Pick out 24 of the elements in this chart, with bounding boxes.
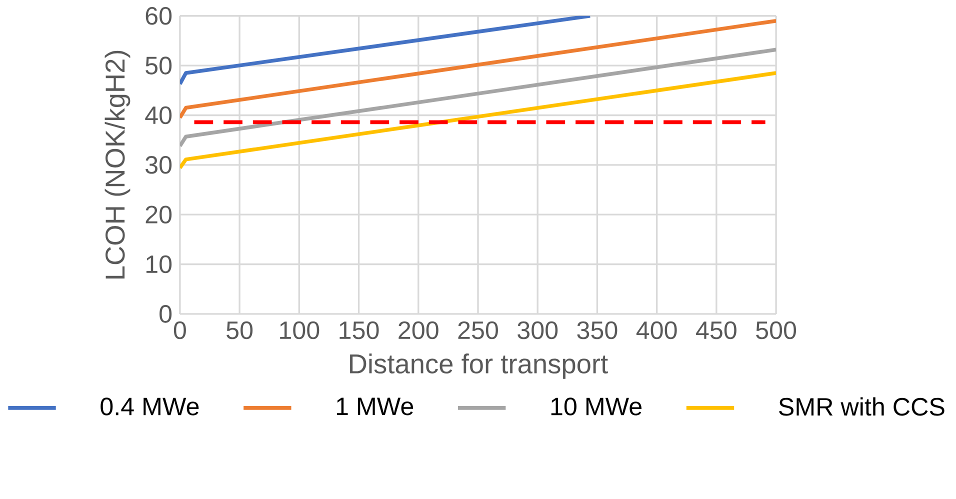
- y-tick-label: 50: [146, 56, 172, 75]
- legend-label: 0.4 MWe: [100, 398, 199, 416]
- y-tick-label: 30: [146, 156, 172, 174]
- y-tick-label: 0: [160, 305, 172, 323]
- x-tick-label: 50: [226, 321, 253, 340]
- y-tick-label: 40: [145, 106, 172, 124]
- x-tick-label: 0: [174, 321, 186, 340]
- legend-label: 1 MWe: [336, 398, 414, 416]
- x-tick-label: 300: [518, 321, 558, 340]
- x-tick-label: 250: [458, 321, 498, 340]
- y-axis-title: LCOH (NOK/kgH2): [104, 50, 130, 279]
- y-tick-label: 10: [146, 255, 172, 274]
- legend-label: SMR with CCS: [779, 397, 944, 416]
- y-tick-label: 20: [146, 206, 172, 224]
- x-tick-label: 100: [280, 321, 320, 340]
- x-tick-label: 200: [398, 321, 438, 340]
- x-tick-label: 150: [340, 321, 379, 340]
- x-tick-label: 450: [696, 321, 736, 340]
- x-tick-label: 500: [756, 321, 796, 340]
- x-tick-label: 400: [636, 321, 677, 340]
- x-axis-title: Distance for transport: [350, 354, 608, 380]
- x-tick-label: 350: [577, 321, 618, 340]
- legend-label: 10 MWe: [551, 398, 642, 416]
- y-tick-label: 60: [146, 7, 172, 25]
